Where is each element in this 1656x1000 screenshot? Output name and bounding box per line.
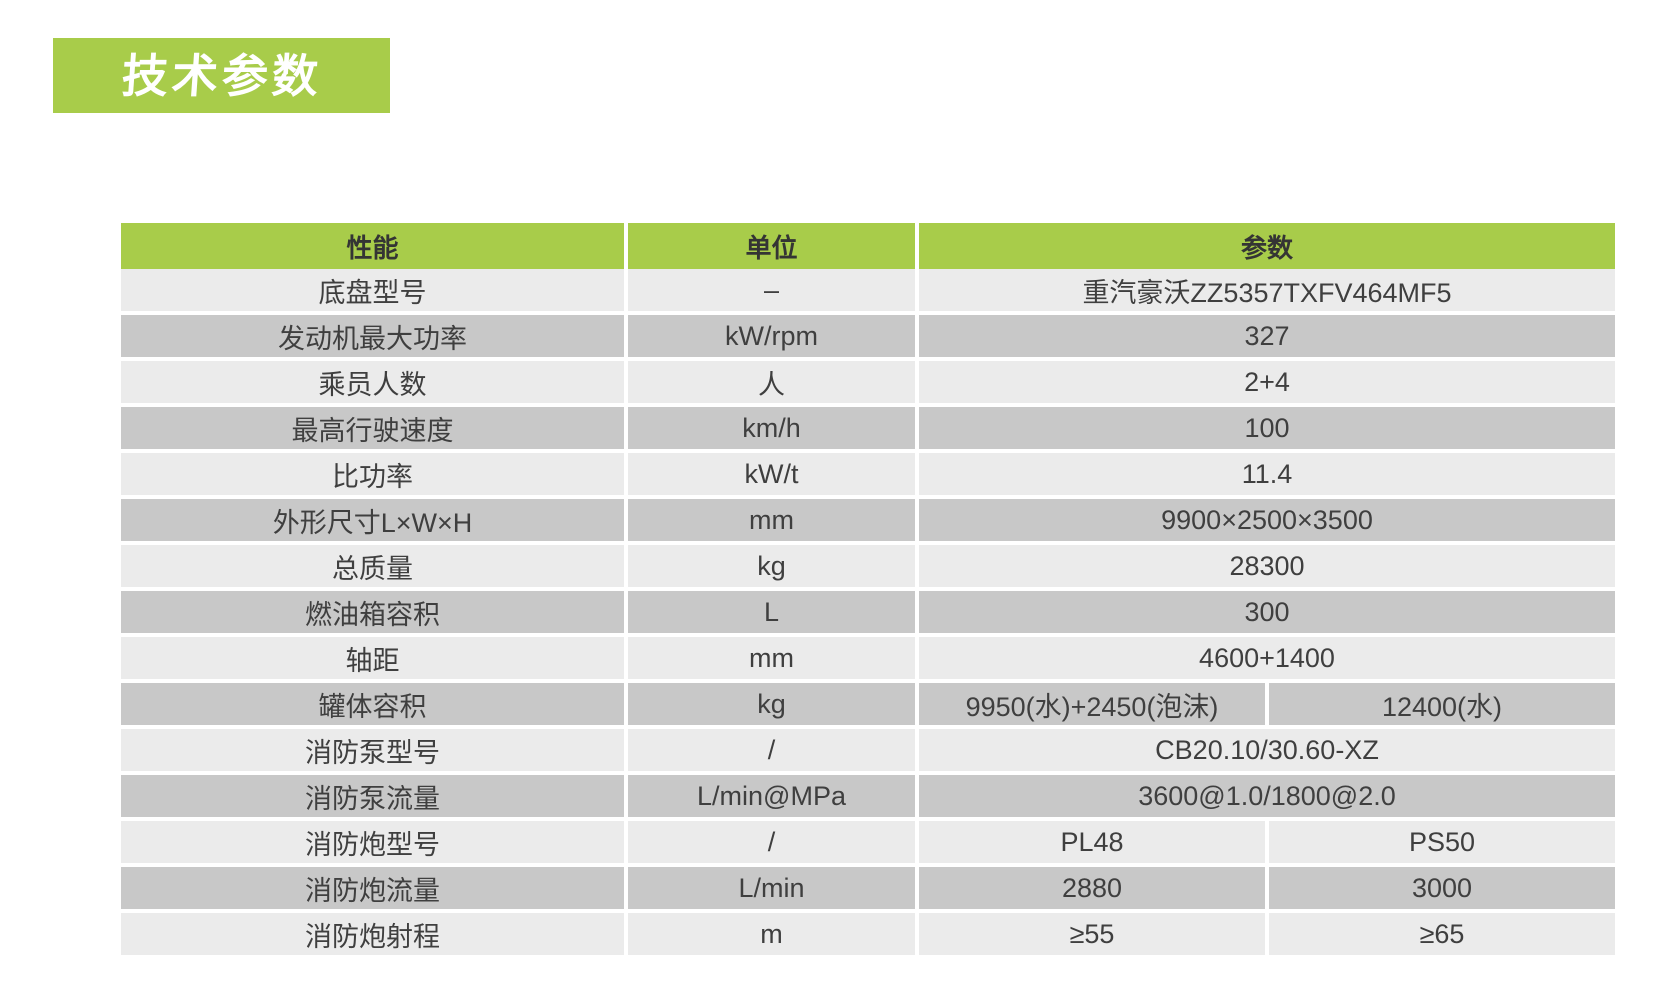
spec-name-cell: 比功率 — [121, 453, 624, 495]
spec-value-cell: 9950(水)+2450(泡沫) — [919, 683, 1265, 725]
header-cell-performance: 性能 — [121, 223, 624, 269]
spec-name-cell: 轴距 — [121, 637, 624, 679]
spec-name-cell: 消防炮射程 — [121, 913, 624, 955]
spec-unit-cell: km/h — [628, 407, 915, 449]
spec-name-cell: 外形尺寸L×W×H — [121, 499, 624, 541]
spec-unit-cell: L/min@MPa — [628, 775, 915, 817]
spec-name-cell: 消防炮型号 — [121, 821, 624, 863]
spec-value-cell: 28300 — [919, 545, 1615, 587]
spec-unit-cell: mm — [628, 499, 915, 541]
spec-value-cell: 重汽豪沃ZZ5357TXFV464MF5 — [919, 269, 1615, 311]
spec-value-cell: PL48 — [919, 821, 1265, 863]
spec-value-cell: 2880 — [919, 867, 1265, 909]
spec-name-cell: 罐体容积 — [121, 683, 624, 725]
page-title: 技术参数 — [119, 49, 324, 102]
spec-name-cell: 消防泵型号 — [121, 729, 624, 771]
title-banner: 技术参数 — [53, 38, 390, 113]
spec-name-cell: 消防炮流量 — [121, 867, 624, 909]
spec-value-cell: 327 — [919, 315, 1615, 357]
spec-unit-cell: – — [628, 269, 915, 311]
spec-value-cell: 3600@1.0/1800@2.0 — [919, 775, 1615, 817]
spec-value-cell: ≥55 — [919, 913, 1265, 955]
spec-name-cell: 最高行驶速度 — [121, 407, 624, 449]
spec-value-cell: 4600+1400 — [919, 637, 1615, 679]
spec-name-cell: 乘员人数 — [121, 361, 624, 403]
spec-name-cell: 消防泵流量 — [121, 775, 624, 817]
spec-unit-cell: / — [628, 821, 915, 863]
spec-table: 性能 单位 参数 底盘型号 – 重汽豪沃ZZ5357TXFV464MF5 发动机… — [121, 223, 1615, 955]
spec-unit-cell: kW/rpm — [628, 315, 915, 357]
spec-value-cell: 2+4 — [919, 361, 1615, 403]
header-cell-parameter: 参数 — [919, 223, 1615, 269]
spec-value-cell: CB20.10/30.60-XZ — [919, 729, 1615, 771]
spec-unit-cell: / — [628, 729, 915, 771]
spec-unit-cell: kg — [628, 545, 915, 587]
spec-unit-cell: m — [628, 913, 915, 955]
spec-name-cell: 总质量 — [121, 545, 624, 587]
spec-unit-cell: 人 — [628, 361, 915, 403]
spec-value-cell: 11.4 — [919, 453, 1615, 495]
spec-value-cell: 100 — [919, 407, 1615, 449]
spec-name-cell: 发动机最大功率 — [121, 315, 624, 357]
spec-unit-cell: kW/t — [628, 453, 915, 495]
spec-unit-cell: mm — [628, 637, 915, 679]
spec-unit-cell: L — [628, 591, 915, 633]
spec-value-cell: 300 — [919, 591, 1615, 633]
spec-value-cell: 9900×2500×3500 — [919, 499, 1615, 541]
spec-value-cell: 12400(水) — [1269, 683, 1615, 725]
spec-name-cell: 底盘型号 — [121, 269, 624, 311]
spec-value-cell: PS50 — [1269, 821, 1615, 863]
spec-unit-cell: kg — [628, 683, 915, 725]
spec-value-cell: 3000 — [1269, 867, 1615, 909]
spec-name-cell: 燃油箱容积 — [121, 591, 624, 633]
header-cell-unit: 单位 — [628, 223, 915, 269]
spec-unit-cell: L/min — [628, 867, 915, 909]
spec-value-cell: ≥65 — [1269, 913, 1615, 955]
